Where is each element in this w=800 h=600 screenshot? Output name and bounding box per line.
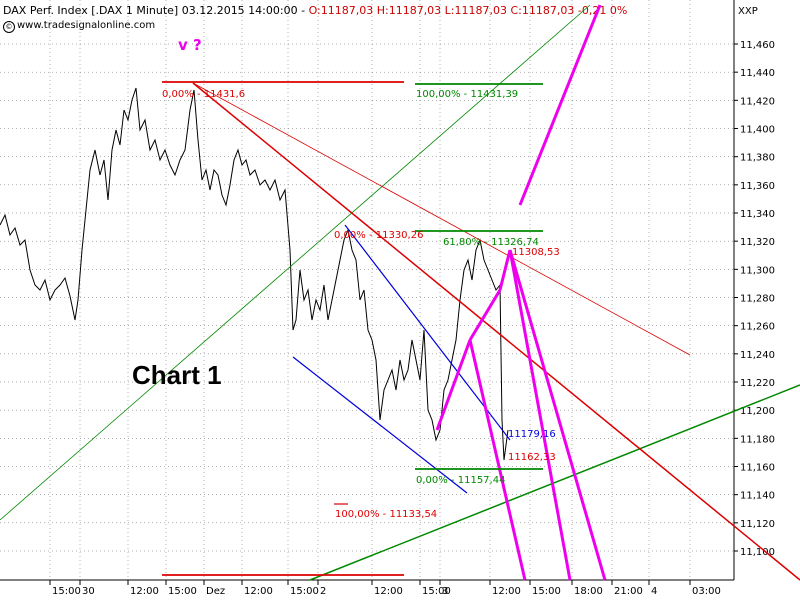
green-trend-thin bbox=[0, 4, 591, 521]
source-url: www.tradesignalonline.com bbox=[17, 20, 156, 31]
x-tick-label: 3 bbox=[442, 586, 448, 597]
y-tick-label: 11,340 bbox=[740, 209, 775, 220]
y-tick-label: 11,100 bbox=[740, 547, 775, 558]
y-tick-label: 11,420 bbox=[740, 96, 775, 107]
y-tick-label: 11,260 bbox=[740, 322, 775, 333]
y-tick-label: 11,120 bbox=[740, 519, 775, 530]
level-2-label: 11179,16 bbox=[508, 429, 556, 440]
level-1-label: 11308,53 bbox=[512, 247, 560, 258]
x-tick-label: 15:00 bbox=[168, 586, 197, 597]
red-trend-thin bbox=[192, 82, 691, 356]
x-tick-label: 12:00 bbox=[244, 586, 273, 597]
x-tick-label: 15:00 bbox=[422, 586, 451, 597]
y-tick-label: 11,200 bbox=[740, 406, 775, 417]
price-line bbox=[0, 87, 509, 461]
magenta-leg-4 bbox=[498, 249, 512, 291]
x-tick-label: 2 bbox=[320, 586, 326, 597]
source-line: © www.tradesignalonline.com bbox=[3, 20, 155, 33]
x-tick-label: 18:00 bbox=[574, 586, 603, 597]
y-tick-label: 11,300 bbox=[740, 265, 775, 276]
fib2-bottom-label: 0,00% - 11157,44 bbox=[416, 475, 505, 486]
fib3-top-label: 0,00% - 11330,26 bbox=[334, 230, 423, 241]
red-trend-thick bbox=[192, 82, 800, 581]
y-tick-label: 11,400 bbox=[740, 125, 775, 136]
datetime-label: 03.12.2015 14:00:00 bbox=[181, 4, 298, 17]
instrument-label: DAX Perf. Index [.DAX 1 Minute] bbox=[3, 4, 179, 17]
magenta-leg-6 bbox=[508, 249, 607, 581]
green-trend-thick bbox=[309, 384, 800, 581]
magenta-leg-5 bbox=[508, 249, 572, 581]
x-tick-label: 21:00 bbox=[614, 586, 643, 597]
fib-low-label: 100,00% - 11133,54 bbox=[335, 509, 437, 520]
magenta-up-leg bbox=[518, 4, 602, 206]
y-tick-label: 11,320 bbox=[740, 237, 775, 248]
fib2-top-label: 100,00% - 11431,39 bbox=[416, 89, 518, 100]
x-tick-label: 03:00 bbox=[692, 586, 721, 597]
fib2-mid-label: 61,80% - 11326,74 bbox=[443, 237, 539, 248]
y-tick-label: 11,160 bbox=[740, 463, 775, 474]
y-tick-label: 11,220 bbox=[740, 378, 775, 389]
x-tick-label: 15:00 bbox=[52, 586, 81, 597]
y-tick-label: 11,460 bbox=[740, 40, 775, 51]
x-tick-label: 12:00 bbox=[130, 586, 159, 597]
x-tick-label: Dez bbox=[206, 586, 225, 597]
y-tick-label: 11,380 bbox=[740, 153, 775, 164]
x-tick-label: 15:00 bbox=[532, 586, 561, 597]
blue-channel-top bbox=[344, 224, 511, 441]
y-tick-label: 11,240 bbox=[740, 350, 775, 361]
x-tick-label: 12:00 bbox=[492, 586, 521, 597]
x-tick-label: 15:00 bbox=[290, 586, 319, 597]
y-tick-label: 11,140 bbox=[740, 491, 775, 502]
magenta-leg-1 bbox=[435, 339, 472, 431]
y-tick-label: 11,180 bbox=[740, 434, 775, 445]
x-tick-label: 4 bbox=[651, 586, 657, 597]
chart-title: Chart 1 bbox=[132, 360, 222, 390]
x-tick-label: 12:00 bbox=[374, 586, 403, 597]
annotation-question: v ? bbox=[178, 36, 202, 54]
magenta-leg-2 bbox=[468, 289, 502, 341]
ohlc-label: O:11187,03 H:11187,03 L:11187,03 C:11187… bbox=[308, 4, 628, 17]
blue-channel-bottom bbox=[292, 356, 468, 494]
y-tick-label: 11,360 bbox=[740, 181, 775, 192]
magenta-leg-3 bbox=[468, 339, 527, 581]
y-tick-label: 11,440 bbox=[740, 68, 775, 79]
chart-header: DAX Perf. Index [.DAX 1 Minute] 03.12.20… bbox=[3, 4, 628, 17]
y-tick-label: 11,280 bbox=[740, 294, 775, 305]
axis-ticker: XXP bbox=[738, 6, 758, 17]
x-tick-label: 30 bbox=[82, 586, 95, 597]
fib-high-label: 0,00% - 11431,6 bbox=[162, 89, 245, 100]
level-3-label: 11162,33 bbox=[508, 452, 556, 463]
copyright-icon: © bbox=[3, 21, 15, 33]
